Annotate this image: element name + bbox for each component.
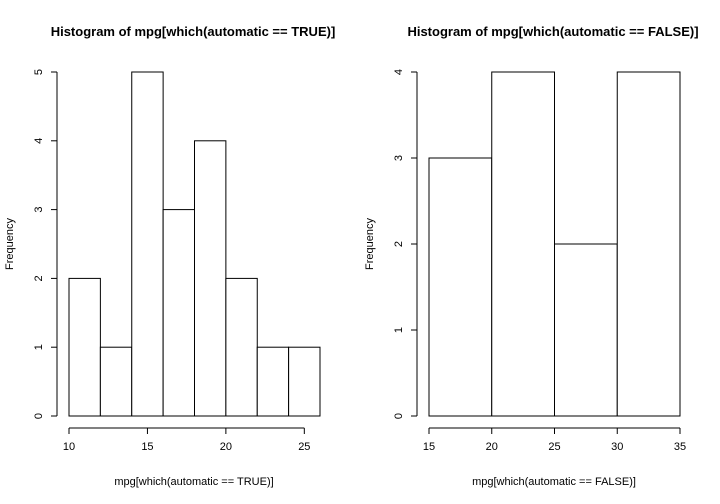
- left-chart-title: Histogram of mpg[which(automatic == TRUE…: [51, 24, 336, 39]
- histogram-bar: [99, 346, 133, 417]
- right-x-axis: 15 20 25 30 35: [423, 427, 686, 453]
- histogram-bar: [288, 346, 321, 417]
- histogram-bar: [428, 157, 493, 417]
- y-tick-label: 5: [33, 69, 45, 75]
- x-tick-label: 15: [423, 441, 435, 453]
- histogram-bar: [616, 71, 681, 417]
- y-tick-label: 4: [393, 69, 405, 75]
- left-y-axis: 0 1 2 3 4 5: [33, 69, 58, 419]
- left-bars: [68, 71, 321, 417]
- histogram-bar: [194, 140, 227, 417]
- y-tick-label: 0: [33, 413, 45, 419]
- right-histogram-panel: Histogram of mpg[which(automatic == FALS…: [364, 24, 699, 488]
- x-tick-label: 20: [486, 441, 498, 453]
- right-bars: [428, 71, 681, 417]
- right-chart-title: Histogram of mpg[which(automatic == FALS…: [407, 24, 698, 39]
- left-histogram-panel: Histogram of mpg[which(automatic == TRUE…: [4, 24, 335, 488]
- y-tick-label: 2: [393, 241, 405, 247]
- histogram-bar: [131, 71, 164, 417]
- y-tick-label: 3: [33, 207, 45, 213]
- x-tick-label: 35: [674, 441, 686, 453]
- histogram-bar: [491, 71, 555, 417]
- histogram-bar: [225, 277, 258, 417]
- y-tick-label: 0: [393, 413, 405, 419]
- left-y-axis-label: Frequency: [4, 218, 16, 270]
- right-y-axis-label: Frequency: [364, 218, 376, 270]
- histogram-bar: [68, 277, 101, 417]
- x-tick-label: 20: [220, 441, 232, 453]
- x-tick-label: 25: [298, 441, 310, 453]
- left-x-axis: 10 15 20 25: [63, 427, 310, 453]
- y-tick-label: 1: [393, 327, 405, 333]
- y-tick-label: 4: [33, 138, 45, 144]
- histogram-bar: [256, 346, 290, 417]
- y-tick-label: 2: [33, 275, 45, 281]
- histogram-bar: [554, 243, 618, 417]
- x-tick-label: 10: [63, 441, 75, 453]
- y-tick-label: 1: [33, 344, 45, 350]
- x-tick-label: 30: [611, 441, 623, 453]
- y-tick-label: 3: [393, 155, 405, 161]
- right-y-axis: 0 1 2 3 4: [393, 69, 418, 419]
- right-x-axis-label: mpg[which(automatic == FALSE)]: [472, 476, 636, 488]
- left-x-axis-label: mpg[which(automatic == TRUE)]: [114, 476, 273, 488]
- histogram-bar: [162, 209, 195, 417]
- x-tick-label: 25: [548, 441, 560, 453]
- x-tick-label: 15: [141, 441, 153, 453]
